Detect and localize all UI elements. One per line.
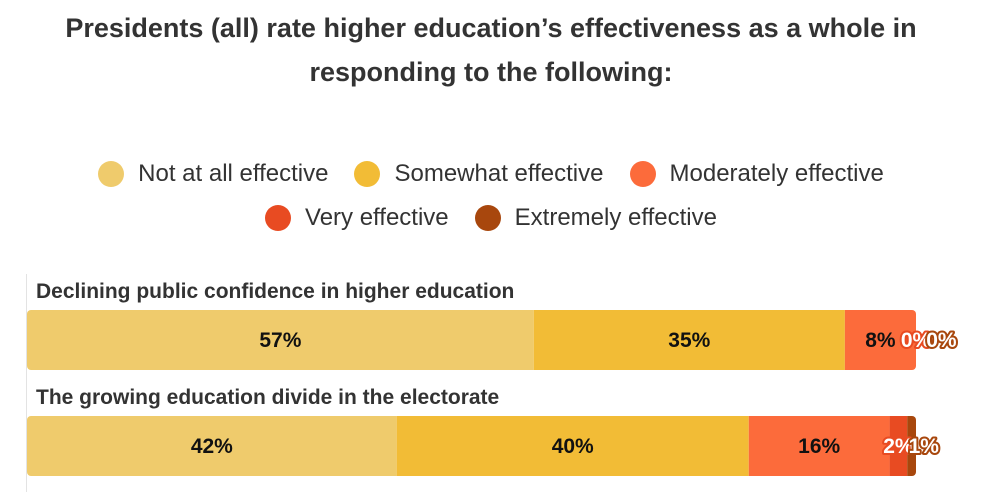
data-label-extremely-effective: 1% — [909, 435, 940, 458]
bar-row — [27, 416, 916, 476]
data-label-moderately-effective: 16% — [798, 435, 840, 458]
legend-item-very-effective[interactable]: Very effective — [265, 204, 449, 232]
legend-swatch — [265, 205, 292, 231]
data-label-extremely-effective: 0% — [926, 329, 957, 352]
legend-label: Very effective — [305, 204, 449, 231]
legend-item-extremely-effective[interactable]: Extremely effective — [474, 204, 717, 232]
data-label-moderately-effective: 8% — [865, 329, 896, 352]
bar-segment-somewhat-effective[interactable] — [396, 416, 749, 476]
category-label: The growing education divide in the elec… — [36, 386, 499, 409]
legend-item-not-at-all-effective[interactable]: Not at all effective — [98, 160, 328, 188]
bar-segment-not-at-all-effective[interactable] — [27, 310, 534, 370]
bar-segment-moderately-effective[interactable] — [844, 310, 916, 370]
bar-segment-somewhat-effective[interactable] — [533, 310, 845, 370]
data-label-very-effective: 2% — [883, 435, 914, 458]
chart-title: Presidents (all) rate higher education’s… — [65, 13, 917, 87]
legend-item-moderately-effective[interactable]: Moderately effective — [629, 160, 884, 188]
legend-swatch — [98, 161, 125, 187]
bar-segment-not-at-all-effective[interactable] — [27, 416, 397, 476]
legend-label: Extremely effective — [514, 204, 717, 231]
data-label-not-at-all-effective: 42% — [191, 435, 233, 458]
legend-row: Not at all effective Somewhat effective … — [0, 152, 982, 196]
legend-row: Very effective Extremely effective — [0, 196, 982, 240]
legend-swatch — [629, 161, 656, 187]
data-label-somewhat-effective: 35% — [668, 329, 710, 352]
legend-label: Not at all effective — [138, 160, 329, 187]
category-label: Declining public confidence in higher ed… — [36, 280, 514, 303]
legend-label: Somewhat effective — [394, 160, 604, 187]
data-label-somewhat-effective: 40% — [552, 435, 594, 458]
data-label-not-at-all-effective: 57% — [259, 329, 301, 352]
bar-segment-moderately-effective[interactable] — [748, 416, 890, 476]
bars-group: Declining public confidence in higher ed… — [27, 280, 959, 476]
bar-row — [27, 310, 916, 370]
bar-segment-extremely-effective[interactable] — [907, 416, 916, 476]
legend: Not at all effective Somewhat effective … — [0, 152, 982, 240]
legend-swatch — [474, 205, 501, 231]
legend-label: Moderately effective — [669, 160, 884, 187]
legend-item-somewhat-effective[interactable]: Somewhat effective — [354, 160, 604, 188]
legend-swatch — [354, 161, 381, 187]
data-label-very-effective: 0% — [901, 329, 932, 352]
bar-segment-very-effective[interactable] — [889, 416, 908, 476]
